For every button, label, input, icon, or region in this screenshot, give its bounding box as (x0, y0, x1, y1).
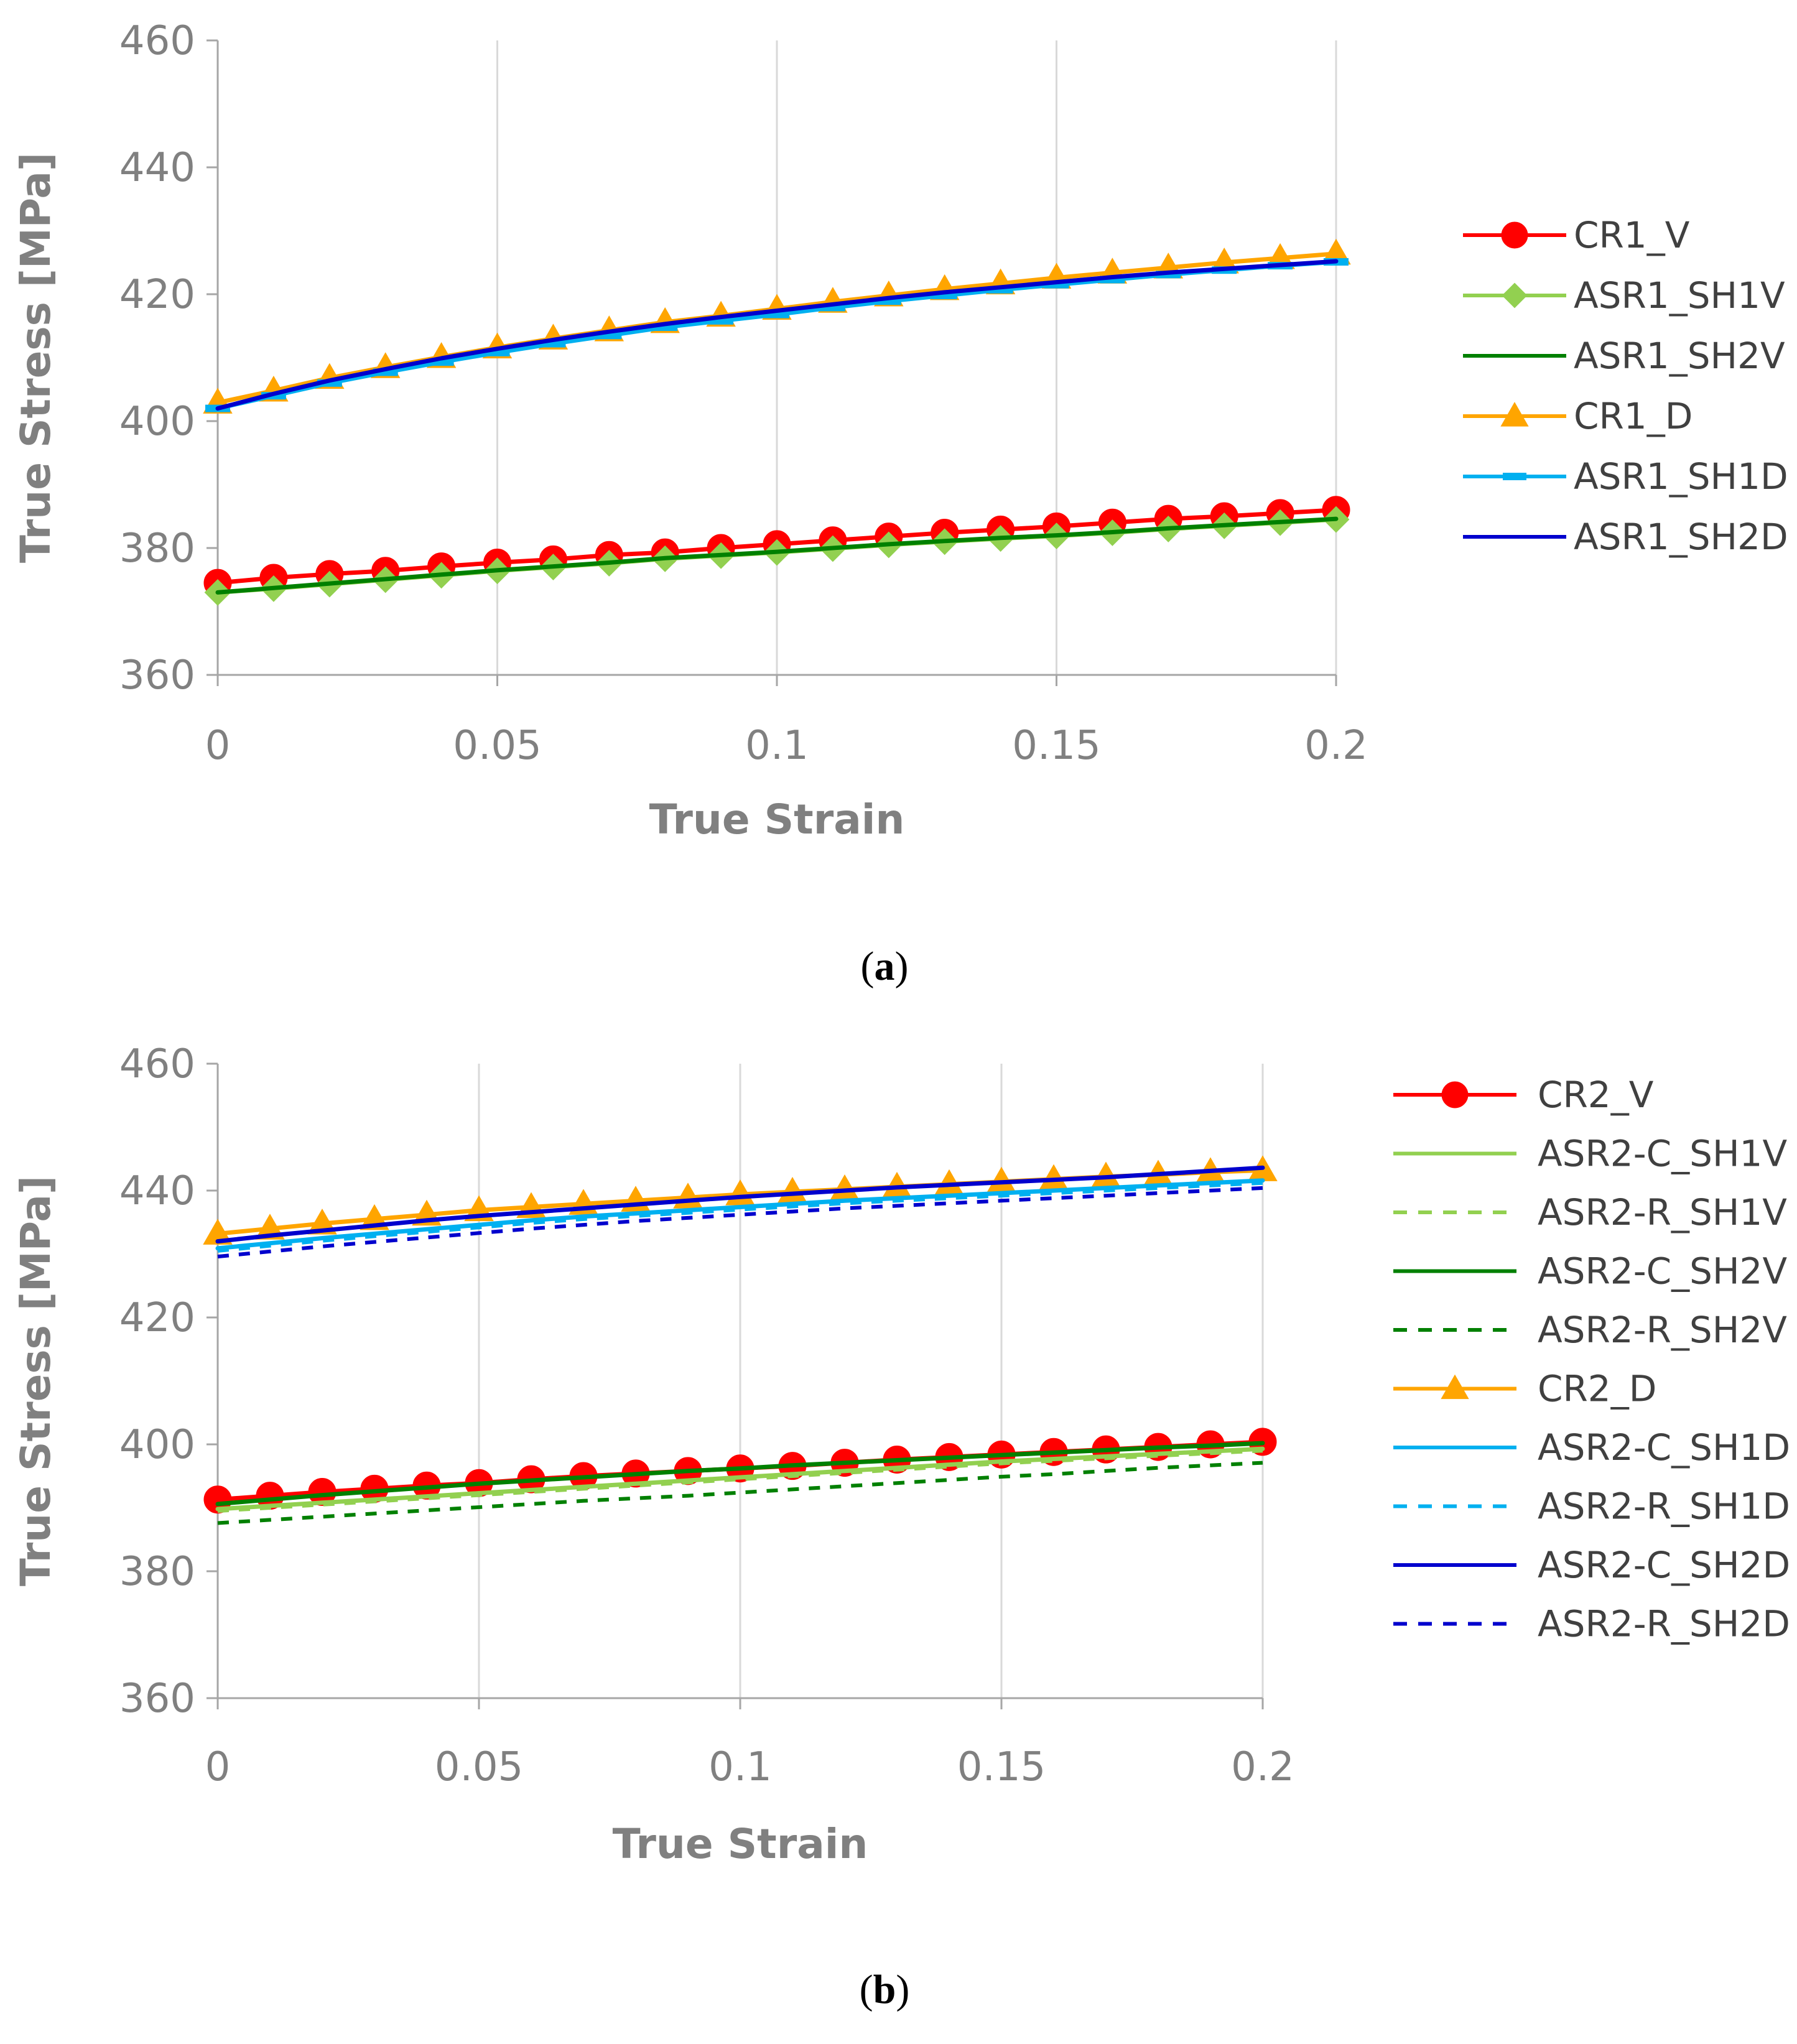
panel-label-letter: a (875, 944, 895, 989)
y-tick-label: 360 (119, 653, 195, 699)
panel-label-letter: b (873, 1967, 896, 2012)
y-tick-label: 360 (119, 1676, 195, 1722)
legend-label: ASR2-C_SH1D (1538, 1426, 1790, 1469)
legend-label: CR2_V (1538, 1074, 1654, 1116)
y-axis-title: True Stress [MPa] (12, 1176, 60, 1586)
x-tick-label: 0.2 (1304, 723, 1368, 769)
legend-label: ASR2-R_SH1D (1538, 1485, 1790, 1528)
y-tick-label: 380 (119, 1549, 195, 1595)
legend-label: ASR2-C_SH1V (1538, 1133, 1787, 1175)
x-tick-label: 0.1 (745, 723, 809, 769)
legend-label: CR1_D (1574, 395, 1693, 437)
legend-label: ASR1_SH2V (1574, 335, 1785, 377)
y-tick-label: 420 (119, 272, 195, 318)
y-tick-label: 440 (119, 145, 195, 191)
panel-label-close: ) (895, 944, 909, 989)
legend-label: ASR1_SH1V (1574, 274, 1785, 317)
panel-label-close: ) (896, 1967, 909, 2012)
y-tick-label: 460 (119, 1041, 195, 1087)
legend-marker (1502, 223, 1527, 248)
y-tick-label: 400 (119, 399, 195, 445)
x-tick-label: 0.2 (1231, 1744, 1294, 1790)
x-axis-title: True Strain (649, 796, 905, 843)
legend: CR2_V ASR2-C_SH1V ASR2-R_SH1V ASR2-C_SH2V AS… (1393, 1074, 1790, 1645)
legend-label: ASR2-R_SH1V (1538, 1191, 1787, 1233)
panel-label-open: ( (860, 1967, 873, 2012)
legend-label: ASR2-R_SH2D (1538, 1603, 1790, 1645)
legend: CR1_V ASR1_SH1V ASR1_SH2V CR1_D ASR1_SH1D ASR… (1463, 214, 1788, 558)
x-tick-label: 0.1 (708, 1744, 772, 1790)
legend-label: ASR1_SH1D (1574, 455, 1788, 498)
figure: 360 380 400 420 440 460 0 0.05 0.1 0.15 0.2 True St… (0, 0, 1797, 2044)
x-axis-title: True Strain (613, 1820, 868, 1868)
legend-label: ASR1_SH2D (1574, 516, 1788, 558)
y-tick-label: 460 (119, 18, 195, 64)
y-tick-label: 420 (119, 1295, 195, 1341)
legend-label: CR2_D (1538, 1368, 1656, 1410)
legend-label: ASR2-R_SH2V (1538, 1309, 1787, 1351)
x-tick-label: 0.05 (453, 723, 542, 769)
x-tick-label: 0 (205, 1744, 231, 1790)
legend-label: ASR2-C_SH2D (1538, 1544, 1790, 1586)
chart-panel-a: 360 380 400 420 440 460 0 0.05 0.1 0.15 0.2 True St… (12, 18, 1788, 989)
x-tick-label: 0.05 (435, 1744, 524, 1790)
x-tick-label: 0 (205, 723, 231, 769)
chart-panel-b: 360 380 400 420 440 460 0 0.05 0.1 0.15 0.2 True St… (12, 1041, 1790, 2012)
y-tick-label: 400 (119, 1422, 195, 1468)
panel-label-open: ( (861, 944, 875, 989)
legend-label: ASR2-C_SH2V (1538, 1250, 1787, 1293)
legend-marker (1503, 473, 1526, 480)
legend-marker (1503, 284, 1526, 307)
y-axis-title: True Stress [MPa] (12, 152, 60, 563)
x-tick-label: 0.15 (1012, 723, 1101, 769)
panel-label: (a) (861, 944, 909, 989)
legend-marker (1442, 1082, 1467, 1107)
panel-label: (b) (860, 1967, 910, 2012)
x-tick-label: 0.15 (957, 1744, 1046, 1790)
y-tick-label: 380 (119, 526, 195, 572)
y-tick-label: 440 (119, 1168, 195, 1214)
legend-label: CR1_V (1574, 214, 1690, 256)
